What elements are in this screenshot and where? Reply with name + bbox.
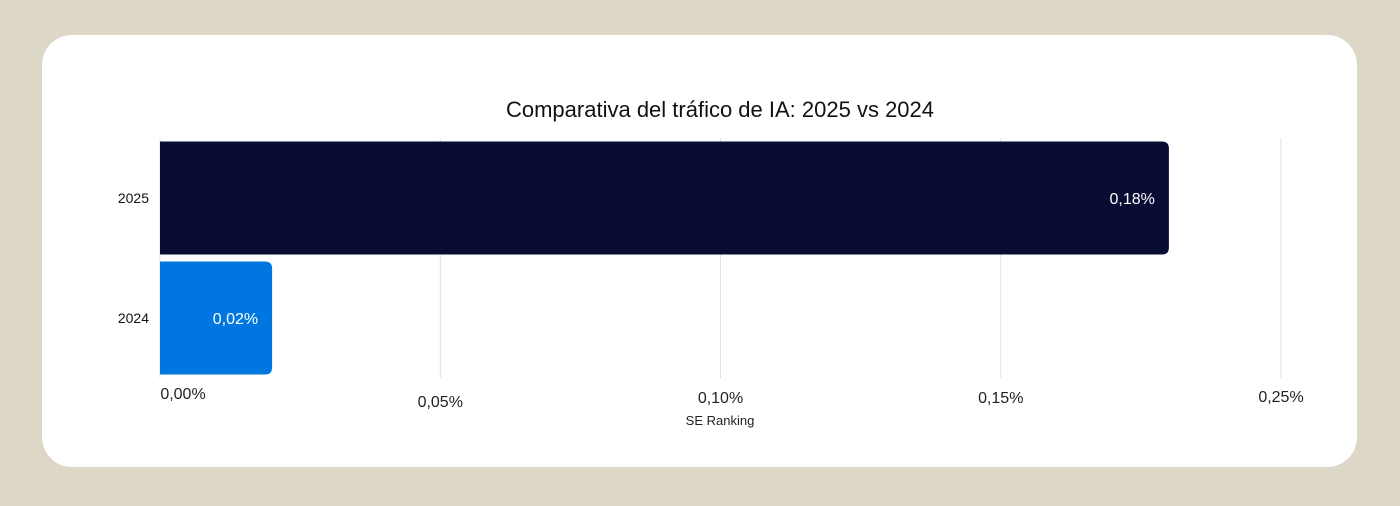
x-tick-label: 0,05% — [418, 394, 463, 411]
x-tick-label: 0,00% — [160, 386, 205, 403]
y-tick-label: 2025 — [118, 190, 149, 206]
data-label: 0,02% — [213, 311, 258, 328]
y-tick-label: 2024 — [118, 310, 149, 326]
bar-2025 — [160, 141, 1169, 255]
chart-title: Comparativa del tráfico de IA: 2025 vs 2… — [506, 97, 934, 122]
data-label: 0,18% — [1110, 191, 1155, 208]
x-tick-label: 0,15% — [978, 390, 1023, 407]
x-axis-label: SE Ranking — [686, 413, 755, 428]
x-tick-label: 0,10% — [698, 390, 743, 407]
bar-2024 — [160, 261, 273, 375]
x-tick-label: 0,25% — [1258, 389, 1303, 406]
